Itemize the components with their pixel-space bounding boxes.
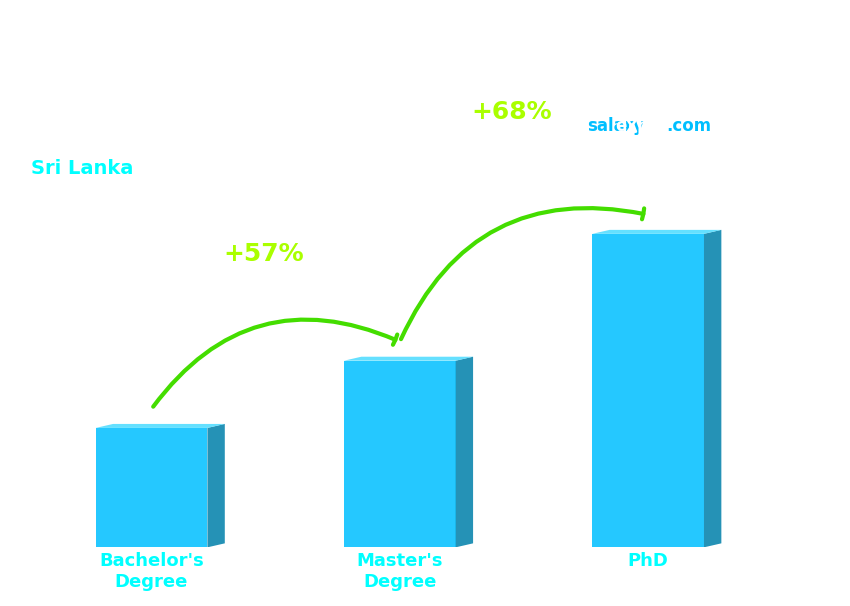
Polygon shape <box>207 424 224 547</box>
Text: Guidance Counselor: Guidance Counselor <box>31 142 266 162</box>
Text: +57%: +57% <box>223 242 303 266</box>
Polygon shape <box>704 230 722 547</box>
Polygon shape <box>592 230 722 234</box>
Text: .com: .com <box>666 118 711 135</box>
FancyBboxPatch shape <box>96 428 207 547</box>
Polygon shape <box>344 357 473 361</box>
FancyBboxPatch shape <box>344 361 456 547</box>
Text: Average Monthly Salary: Average Monthly Salary <box>818 228 831 378</box>
Polygon shape <box>456 357 473 547</box>
Text: Sri Lanka: Sri Lanka <box>31 159 133 178</box>
Text: 173,000 LKR: 173,000 LKR <box>592 208 719 226</box>
Polygon shape <box>96 424 224 428</box>
Text: 103,000 LKR: 103,000 LKR <box>343 335 471 353</box>
FancyBboxPatch shape <box>592 234 704 547</box>
Text: 65,900 LKR: 65,900 LKR <box>102 402 216 421</box>
Text: salary: salary <box>587 118 644 135</box>
Text: explorer: explorer <box>615 118 694 135</box>
Text: +68%: +68% <box>471 100 552 124</box>
Text: Salary Comparison By Education: Salary Comparison By Education <box>31 118 588 147</box>
